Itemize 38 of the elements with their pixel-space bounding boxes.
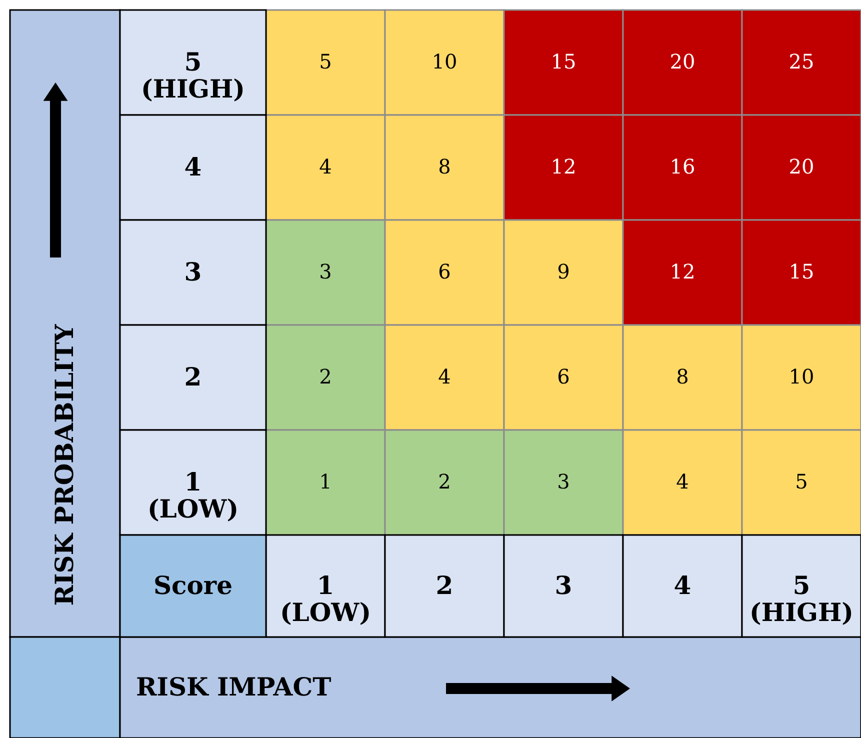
data-label: 6: [557, 364, 570, 388]
data-label: 10: [788, 364, 814, 388]
data-label: 6: [438, 260, 451, 284]
data-label: 12: [550, 154, 576, 178]
x-axis-title: RISK IMPACT: [136, 672, 332, 702]
data-label: 5: [795, 470, 808, 494]
x-tick-label: 4: [674, 571, 692, 600]
x-tick-label: 2: [436, 571, 454, 600]
y-tick-label: 3: [184, 258, 202, 286]
data-label: 4: [438, 364, 451, 388]
data-label: 1: [319, 470, 332, 494]
y-tick-label: 1 (LOW): [147, 468, 239, 524]
data-label: 3: [557, 470, 570, 494]
data-label: 15: [788, 260, 814, 284]
text: Score: [153, 571, 233, 600]
data-label: 8: [438, 154, 451, 178]
data-label: 15: [550, 50, 576, 74]
data-label: 16: [670, 154, 696, 178]
data-label: 8: [676, 364, 689, 388]
y-axis-title: RISK PROBABILITY: [50, 323, 79, 606]
y-tick-label: 5 (HIGH): [141, 48, 245, 104]
data-label: 12: [670, 260, 696, 284]
data-label: 20: [670, 50, 696, 74]
x-tick-label: 5 (HIGH): [750, 571, 854, 627]
data-label: 2: [319, 364, 332, 388]
data-label: 4: [319, 154, 332, 178]
data-label: 20: [788, 154, 814, 178]
data-label: 9: [557, 260, 570, 284]
data-label: 5: [319, 50, 332, 74]
data-label: 2: [438, 470, 451, 494]
x-tick-label: 3: [554, 571, 572, 600]
data-label: 10: [432, 50, 458, 74]
y-tick-label: 2: [184, 362, 202, 392]
x-tick-label: 1 (LOW): [280, 571, 372, 627]
y-tick-label: 4: [184, 152, 202, 182]
data-label: 4: [676, 470, 689, 494]
data-label: 25: [788, 50, 814, 74]
data-label: 3: [319, 260, 332, 284]
